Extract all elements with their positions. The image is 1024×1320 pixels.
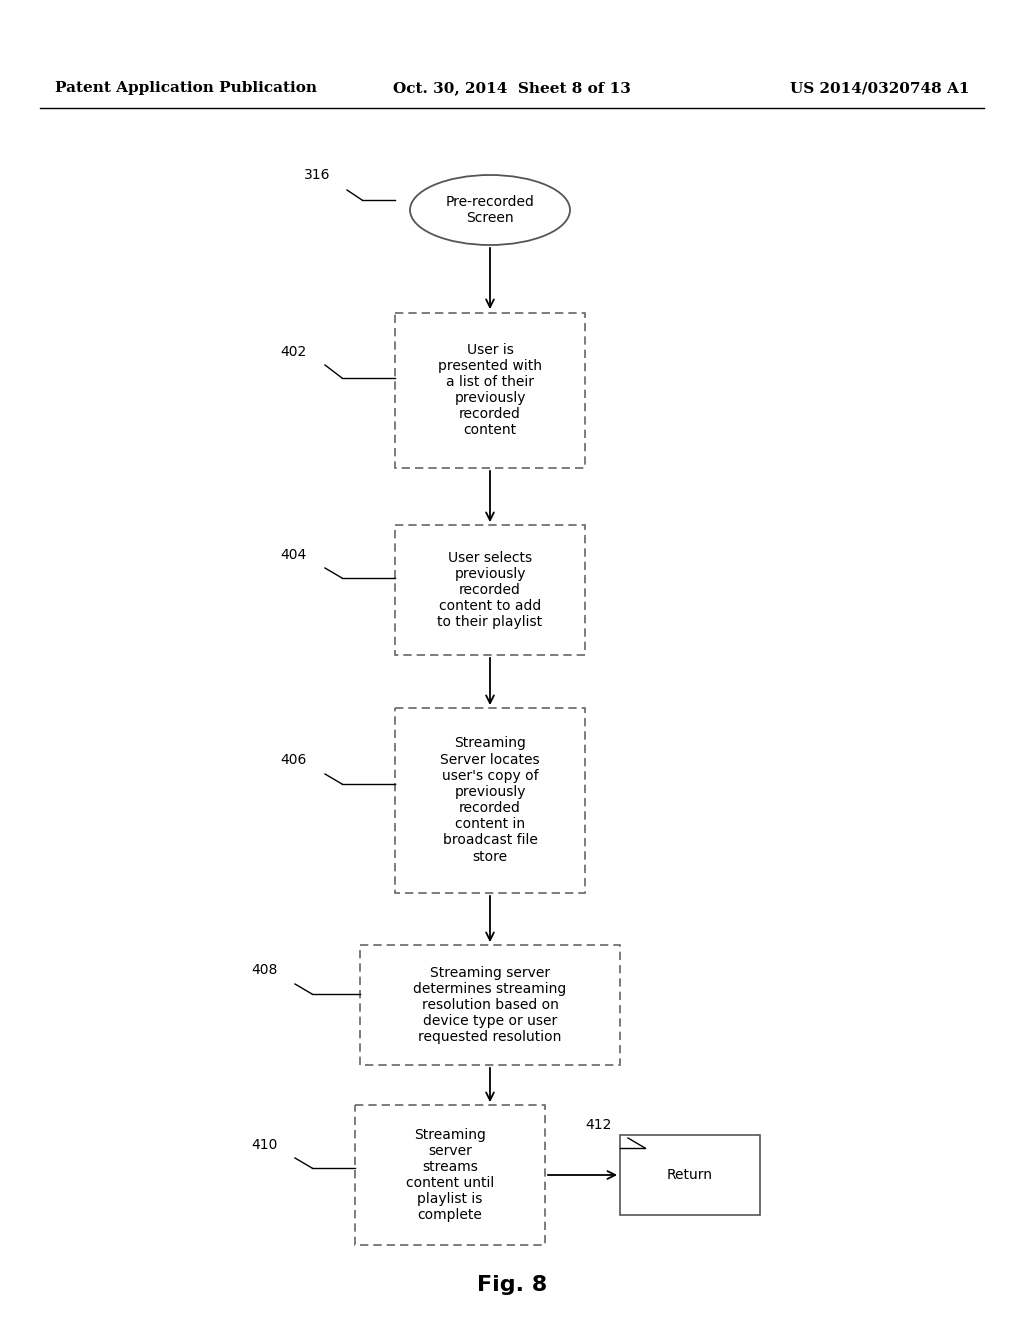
Text: Streaming
server
streams
content until
playlist is
complete: Streaming server streams content until p… — [406, 1127, 495, 1222]
Text: 408: 408 — [252, 964, 278, 977]
Text: Oct. 30, 2014  Sheet 8 of 13: Oct. 30, 2014 Sheet 8 of 13 — [393, 81, 631, 95]
Text: User selects
previously
recorded
content to add
to their playlist: User selects previously recorded content… — [437, 550, 543, 630]
Text: Streaming server
determines streaming
resolution based on
device type or user
re: Streaming server determines streaming re… — [414, 966, 566, 1044]
Text: User is
presented with
a list of their
previously
recorded
content: User is presented with a list of their p… — [438, 342, 542, 437]
Text: 412: 412 — [586, 1118, 612, 1133]
Text: Streaming
Server locates
user's copy of
previously
recorded
content in
broadcast: Streaming Server locates user's copy of … — [440, 737, 540, 863]
Text: 406: 406 — [281, 752, 307, 767]
Text: 410: 410 — [252, 1138, 278, 1152]
Text: Patent Application Publication: Patent Application Publication — [55, 81, 317, 95]
Text: Fig. 8: Fig. 8 — [477, 1275, 547, 1295]
Text: 404: 404 — [281, 548, 307, 562]
Text: US 2014/0320748 A1: US 2014/0320748 A1 — [790, 81, 969, 95]
Text: Return: Return — [667, 1168, 713, 1181]
Text: Pre-recorded
Screen: Pre-recorded Screen — [445, 195, 535, 226]
Text: 316: 316 — [303, 168, 330, 182]
Text: 402: 402 — [281, 345, 307, 359]
